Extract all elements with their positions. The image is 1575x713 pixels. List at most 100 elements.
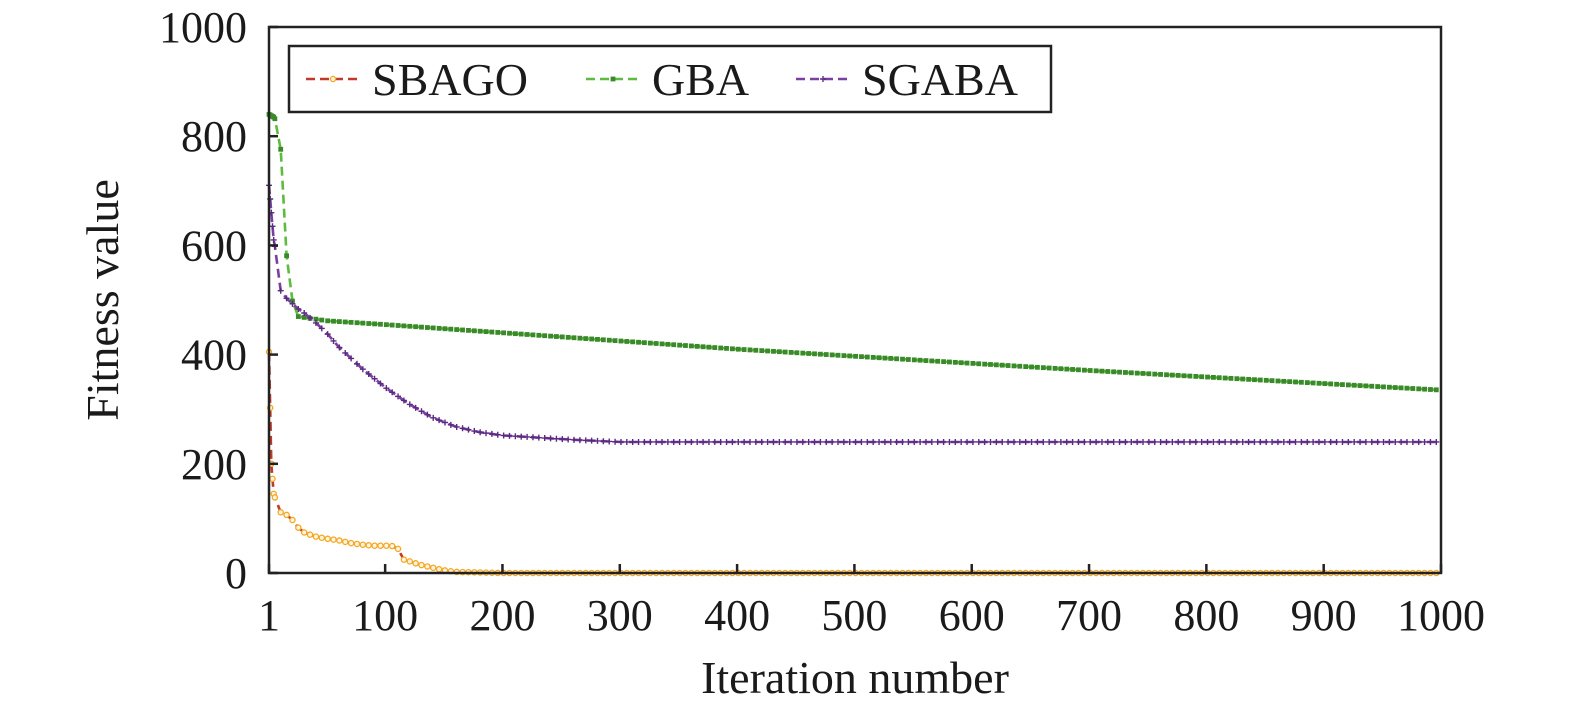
data-point xyxy=(483,329,489,335)
data-point xyxy=(1081,367,1087,373)
data-point xyxy=(1269,438,1276,445)
data-point xyxy=(1275,378,1281,384)
data-point xyxy=(342,349,349,356)
data-point xyxy=(506,432,513,439)
data-point xyxy=(400,556,408,563)
data-point xyxy=(377,380,384,387)
data-point xyxy=(1029,364,1034,370)
ticks-layer: 1 100 200 300 400 500 600 700 800 900 1000 0 200 400 6… xyxy=(159,3,1485,640)
x-tick-label: 800 xyxy=(1173,591,1239,640)
data-point xyxy=(788,350,794,355)
data-point xyxy=(706,344,712,350)
data-point xyxy=(435,565,443,573)
data-point xyxy=(1169,372,1175,378)
data-point xyxy=(1316,380,1322,386)
data-point xyxy=(876,355,882,361)
data-point xyxy=(336,319,342,324)
data-point xyxy=(618,338,624,344)
data-point xyxy=(589,336,595,342)
data-point xyxy=(1046,365,1052,371)
data-point xyxy=(559,334,565,340)
data-point xyxy=(1251,438,1258,445)
data-point xyxy=(401,323,407,329)
data-point xyxy=(1058,366,1064,372)
data-point xyxy=(941,359,946,365)
data-point xyxy=(617,438,624,445)
data-point xyxy=(1104,438,1111,445)
data-point xyxy=(647,438,654,445)
data-point xyxy=(1192,438,1199,445)
data-point xyxy=(594,437,601,444)
data-point xyxy=(313,316,319,322)
data-point xyxy=(336,344,343,351)
data-point xyxy=(1345,382,1351,388)
data-point xyxy=(1240,376,1246,382)
data-point xyxy=(1052,438,1059,445)
data-point xyxy=(541,435,548,442)
data-point xyxy=(999,438,1006,445)
data-point xyxy=(1222,375,1228,381)
data-point xyxy=(1034,438,1041,445)
data-point xyxy=(1310,438,1317,445)
legend-label: SBAGO xyxy=(372,54,528,105)
data-point xyxy=(677,342,683,348)
data-point xyxy=(347,539,355,547)
data-point xyxy=(683,343,688,348)
data-point xyxy=(1117,369,1122,375)
data-point xyxy=(717,438,724,445)
x-tick-label: 300 xyxy=(587,591,653,640)
data-point xyxy=(735,438,742,445)
data-point xyxy=(1040,438,1047,445)
data-point xyxy=(952,438,959,445)
data-point xyxy=(853,353,858,359)
data-point xyxy=(969,438,976,445)
data-point xyxy=(753,347,759,353)
data-point xyxy=(694,343,700,349)
data-point xyxy=(1380,438,1387,445)
data-point xyxy=(700,438,707,445)
data-point xyxy=(576,437,583,444)
data-point xyxy=(1175,438,1182,445)
data-point xyxy=(1351,382,1357,388)
data-point xyxy=(1040,365,1046,371)
data-point xyxy=(846,438,853,445)
data-point xyxy=(1017,363,1023,369)
data-point xyxy=(870,354,876,360)
data-point xyxy=(1181,438,1188,445)
data-point xyxy=(636,339,641,345)
data-point xyxy=(389,322,395,328)
data-point xyxy=(453,423,460,430)
data-point xyxy=(500,432,507,439)
data-point xyxy=(494,431,501,438)
data-point xyxy=(418,561,425,569)
data-point xyxy=(964,438,971,445)
data-point xyxy=(1427,438,1434,445)
x-tick-label: 400 xyxy=(704,591,770,640)
data-point xyxy=(1211,374,1216,380)
data-point xyxy=(894,356,900,362)
data-point xyxy=(882,355,888,361)
data-point xyxy=(788,438,795,445)
data-point xyxy=(747,438,754,445)
data-point xyxy=(1398,385,1404,391)
data-point xyxy=(958,360,964,366)
data-point xyxy=(665,341,671,347)
data-point xyxy=(1321,438,1328,445)
x-tick-label: 700 xyxy=(1056,591,1122,640)
data-point xyxy=(583,336,589,341)
data-point xyxy=(312,533,320,540)
data-point xyxy=(1181,373,1187,379)
data-point xyxy=(365,542,372,549)
data-point xyxy=(612,438,619,445)
data-point xyxy=(301,309,308,316)
data-point xyxy=(1233,438,1240,445)
data-point xyxy=(331,318,336,324)
data-point xyxy=(353,540,361,548)
data-point xyxy=(946,438,953,445)
data-point xyxy=(840,438,847,445)
data-point xyxy=(888,356,894,361)
data-point xyxy=(688,343,694,349)
data-point xyxy=(747,347,753,353)
data-point xyxy=(917,438,924,445)
data-point xyxy=(1123,370,1128,375)
